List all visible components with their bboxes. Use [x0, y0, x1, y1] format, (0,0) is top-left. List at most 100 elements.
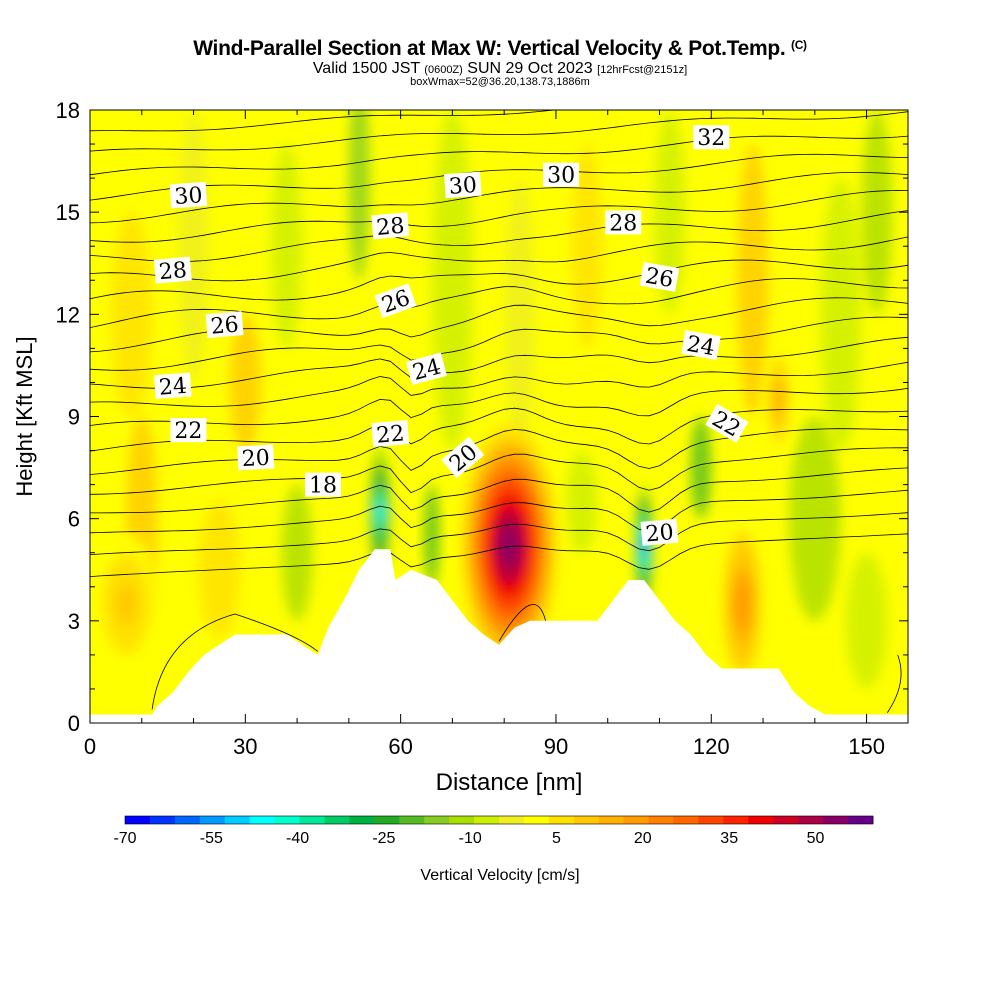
colorbar-swatch [149, 816, 176, 824]
colorbar-swatch [573, 816, 600, 824]
colorbar-swatch [249, 816, 275, 824]
theta-label-text: 30 [448, 173, 478, 200]
chart-title: Wind-Parallel Section at Max W: Vertical… [0, 37, 1000, 61]
theta-label-text: 22 [174, 419, 202, 444]
theta-label-14: 22 [371, 419, 410, 449]
velocity-cell-1-ring-6 [376, 500, 384, 524]
theta-label-6: 28 [605, 210, 642, 236]
theta-label-11: 24 [406, 352, 447, 386]
x-tick-label: 150 [848, 734, 885, 759]
theta-label-5: 28 [371, 212, 410, 241]
velocity-cell-4-ring-6 [119, 592, 133, 616]
theta-label-18: 20 [640, 518, 679, 547]
theta-label-bg [444, 171, 482, 199]
weak-motion-15 [566, 450, 598, 553]
weak-motion-0 [110, 212, 153, 417]
theta-label-bg [406, 352, 447, 386]
theta-label-bg [371, 419, 410, 448]
theta-label-bg [169, 181, 208, 209]
colorbar-frame [124, 815, 874, 825]
theta-line-7 [90, 388, 908, 426]
theta-line-2 [90, 489, 908, 534]
theta-line-14 [90, 236, 908, 282]
colorbar-tick-label: 50 [807, 830, 825, 847]
theta-line-0 [90, 533, 908, 577]
colorbar-swatch [773, 816, 799, 824]
theta-label-text: 28 [609, 211, 637, 236]
colorbar-tick-label: -25 [372, 830, 395, 847]
theta-line-15 [90, 210, 908, 262]
colorbar-swatch [224, 816, 251, 824]
theta-label-0: 30 [169, 181, 208, 210]
theta-line-3 [90, 467, 908, 514]
colorbar-tick-label: -40 [286, 830, 309, 847]
y-axis-title: Height [Kft MSL] [12, 336, 37, 496]
theta-label-bg [374, 283, 417, 319]
colorbar-swatch [598, 816, 625, 824]
weak-motion-3 [348, 110, 370, 281]
colorbar-tick-label: 20 [634, 830, 652, 847]
y-tick-label: 15 [56, 200, 80, 225]
velocity-cell-2 [634, 482, 654, 610]
theta-label-12: 24 [681, 330, 721, 361]
weak-motion-6 [571, 144, 603, 349]
colorbar-swatch [274, 816, 300, 824]
theta-label-bg [705, 403, 749, 443]
theta-label-16: 20 [237, 444, 275, 472]
weak-motion-2 [271, 144, 303, 349]
weak-motion-16 [788, 416, 841, 621]
y-tick-label: 9 [68, 405, 80, 430]
theta-label-8: 26 [374, 283, 417, 319]
theta-line-8 [90, 361, 908, 407]
x-tick-label: 0 [84, 734, 96, 759]
weak-motion-10 [861, 110, 893, 315]
velocity-cell-0-ring-6 [500, 526, 519, 565]
theta-loop-east [886, 654, 902, 714]
velocity-cell-0 [460, 424, 558, 668]
colorbar-tick-label: -70 [113, 830, 136, 847]
y-axis: 0 3 6 9 12 15 18 Height [Kft MSL] [12, 98, 908, 736]
colorbar-swatch [424, 816, 450, 824]
y-tick-label: 3 [68, 609, 80, 634]
forecast-info: [12hrFcst@2151z] [597, 64, 688, 76]
weak-motion-11 [229, 314, 261, 451]
theta-label-bg [640, 518, 679, 546]
colorbar-swatch [474, 816, 500, 824]
theta-label-text: 30 [174, 183, 204, 210]
colorbar-swatch [299, 816, 325, 824]
colorbar-swatch [324, 816, 350, 824]
theta-line-20 [90, 111, 908, 152]
weak-motion-8 [737, 144, 769, 417]
colorbar-swatch [125, 816, 151, 824]
colorbar-swatch [374, 816, 400, 824]
theta-label-text: 24 [685, 332, 717, 361]
theta-line-17 [90, 171, 908, 224]
theta-line-21 [90, 110, 558, 132]
colorbar-tick-label: 5 [552, 830, 561, 847]
colorbar-swatch [673, 816, 699, 824]
theta-label-2: 30 [543, 162, 580, 189]
colorbar-swatch [349, 816, 375, 824]
theta-label-7: 26 [205, 311, 244, 340]
colorbar-swatch [199, 816, 226, 824]
colorbar-swatch [174, 816, 201, 824]
y-tick-label: 6 [68, 507, 80, 532]
weak-motion-5 [504, 178, 536, 451]
weak-motion-14 [423, 484, 440, 587]
theta-label-bg [681, 330, 721, 360]
colorbar-swatch [523, 816, 550, 824]
theta-label-bg [305, 472, 341, 497]
colorbar-swatch [449, 816, 475, 824]
theta-line-12 [90, 278, 908, 328]
theta-loop-center [498, 604, 546, 642]
weak-motion-18 [845, 552, 888, 689]
theta-label-13: 22 [170, 418, 207, 444]
colorbar-swatch [648, 816, 674, 824]
colorbar-tick-label: 35 [720, 830, 738, 847]
valid-time: Valid 1500 JST [312, 60, 420, 77]
colorbar-swatch [823, 816, 849, 824]
theta-label-1: 30 [444, 171, 482, 200]
velocity-cell-3 [719, 516, 766, 691]
